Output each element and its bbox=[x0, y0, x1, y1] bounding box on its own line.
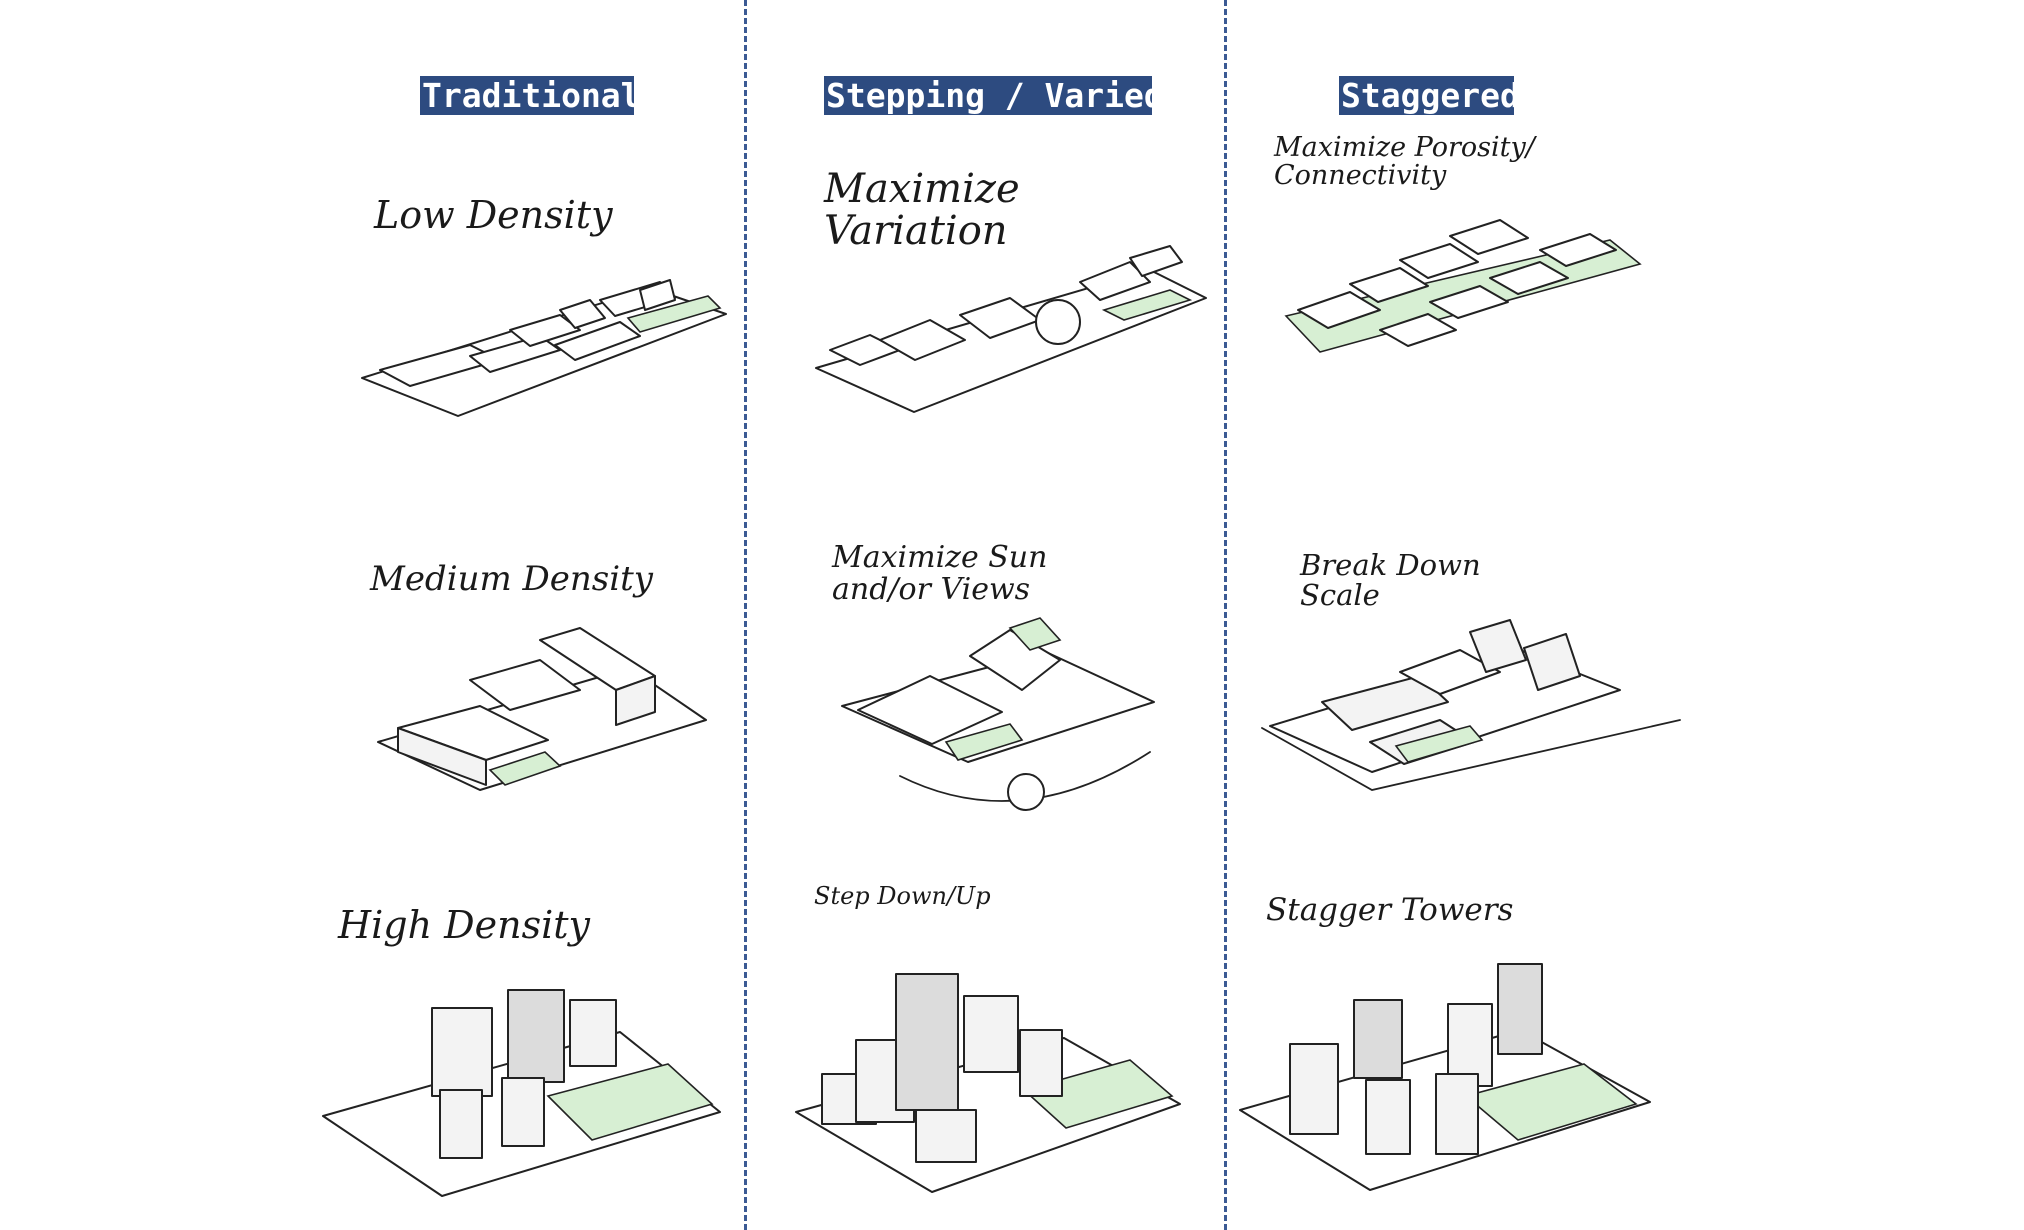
label-break-down-scale: Break Down Scale bbox=[1300, 548, 1481, 613]
sketch-high-density bbox=[322, 989, 721, 1197]
label-maximize-porosity-connectivity: Maximize Porosity/ Connectivity bbox=[1274, 132, 1535, 192]
column-divider-2 bbox=[1224, 0, 1227, 1230]
column-divider-1 bbox=[744, 0, 747, 1230]
sketch-stagger-towers bbox=[1239, 963, 1651, 1191]
sketch-medium-density bbox=[377, 627, 707, 791]
label-medium-density: Medium Density bbox=[370, 559, 653, 599]
column-header-traditional: Traditional bbox=[420, 76, 641, 115]
column-header-staggered: Staggered bbox=[1339, 76, 1520, 115]
label-step-down-up: Step Down/Up bbox=[814, 882, 991, 910]
sketch-maximize-variation bbox=[815, 245, 1207, 413]
label-maximize-sun-views: Maximize Sun and/or Views bbox=[832, 540, 1048, 607]
label-stagger-towers: Stagger Towers bbox=[1266, 892, 1514, 928]
label-maximize-variation: Maximize Variation bbox=[824, 166, 1020, 254]
sketch-step-down-up bbox=[795, 973, 1181, 1193]
label-high-density: High Density bbox=[338, 903, 590, 947]
sketch-low-density bbox=[361, 279, 727, 417]
column-header-stepping-varied: Stepping / Varied bbox=[824, 76, 1164, 115]
sketch-maximize-porosity bbox=[1284, 219, 1642, 353]
sketch-break-down-scale bbox=[1261, 619, 1681, 791]
sketch-maximize-sun-views bbox=[841, 617, 1155, 811]
label-low-density: Low Density bbox=[374, 193, 613, 237]
